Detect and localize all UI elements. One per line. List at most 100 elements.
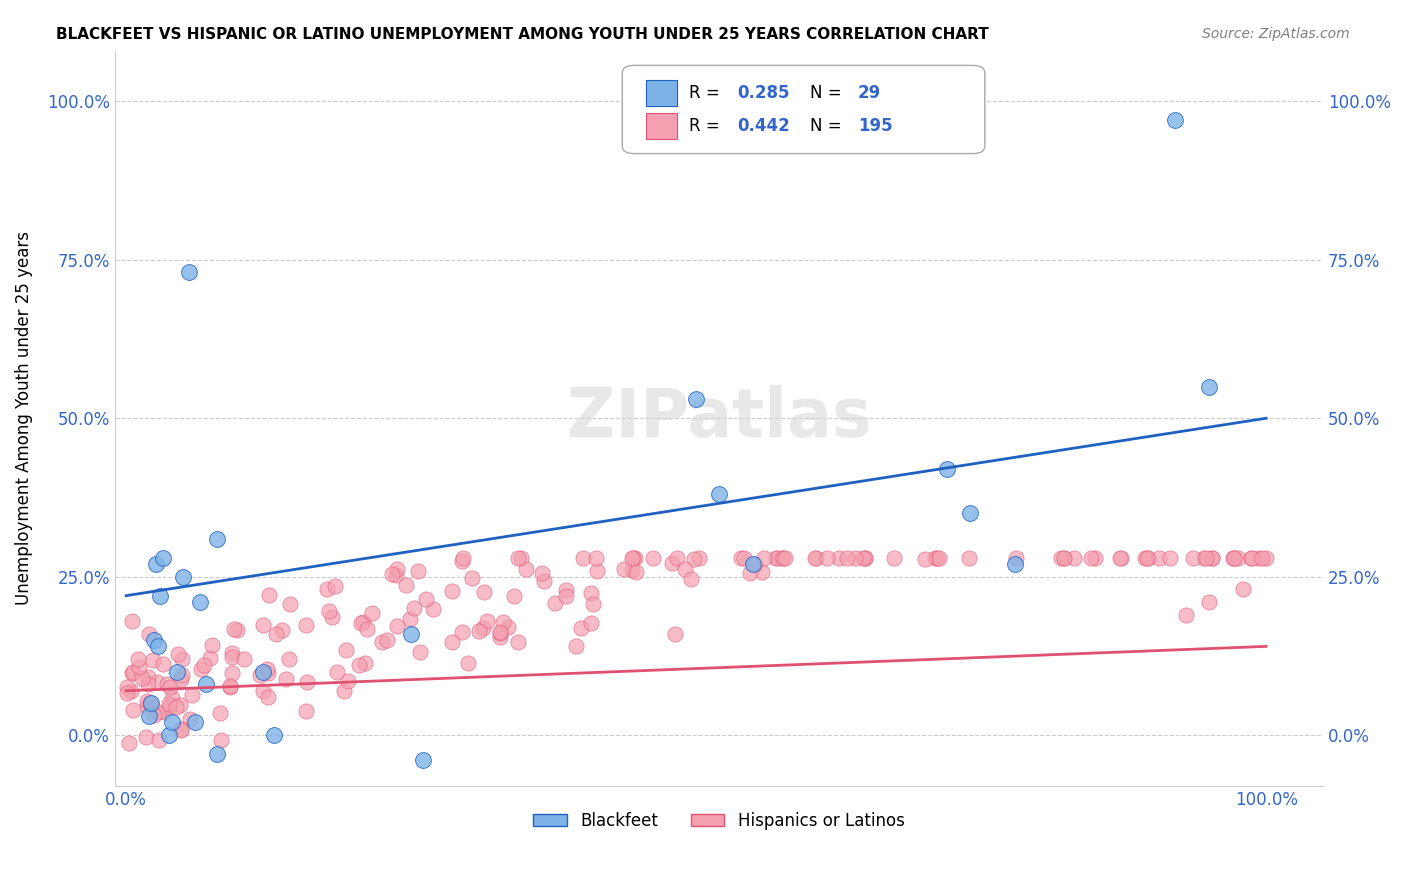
Hispanics or Latinos	[852, 550, 875, 565]
Legend: Blackfeet, Hispanics or Latinos: Blackfeet, Hispanics or Latinos	[527, 805, 911, 837]
Hispanics or Latinos	[460, 571, 482, 585]
Hispanics or Latinos	[773, 550, 796, 565]
Hispanics or Latinos	[815, 550, 838, 565]
Hispanics or Latinos	[1201, 550, 1223, 565]
Hispanics or Latinos	[159, 681, 181, 695]
Hispanics or Latinos	[172, 652, 194, 666]
Hispanics or Latinos	[115, 686, 138, 700]
Hispanics or Latinos	[222, 622, 245, 636]
Hispanics or Latinos	[1052, 550, 1074, 565]
Hispanics or Latinos	[844, 550, 866, 565]
Text: R =: R =	[689, 85, 724, 103]
Hispanics or Latinos	[271, 623, 294, 637]
Hispanics or Latinos	[256, 662, 278, 676]
Hispanics or Latinos	[143, 707, 166, 722]
Hispanics or Latinos	[472, 585, 495, 599]
Hispanics or Latinos	[751, 565, 773, 579]
Blackfeet	[152, 550, 174, 565]
Hispanics or Latinos	[323, 579, 346, 593]
Hispanics or Latinos	[349, 616, 371, 631]
Hispanics or Latinos	[136, 694, 159, 708]
Hispanics or Latinos	[1232, 582, 1254, 597]
Hispanics or Latinos	[451, 624, 474, 639]
Hispanics or Latinos	[190, 662, 212, 676]
Hispanics or Latinos	[477, 614, 499, 628]
Hispanics or Latinos	[1201, 550, 1223, 565]
Hispanics or Latinos	[385, 561, 408, 575]
Blackfeet	[146, 640, 169, 654]
Hispanics or Latinos	[451, 553, 474, 567]
Hispanics or Latinos	[1080, 550, 1102, 565]
Hispanics or Latinos	[121, 614, 143, 628]
Hispanics or Latinos	[827, 550, 849, 565]
Hispanics or Latinos	[530, 566, 553, 580]
Hispanics or Latinos	[166, 647, 188, 661]
Hispanics or Latinos	[585, 565, 607, 579]
Blackfeet	[141, 697, 163, 711]
Blackfeet	[707, 487, 730, 501]
Hispanics or Latinos	[249, 667, 271, 681]
Hispanics or Latinos	[664, 627, 686, 641]
FancyBboxPatch shape	[647, 113, 676, 139]
Hispanics or Latinos	[209, 733, 232, 747]
Blackfeet	[138, 709, 160, 723]
Hispanics or Latinos	[136, 699, 159, 714]
Hispanics or Latinos	[385, 568, 408, 582]
Hispanics or Latinos	[1136, 550, 1159, 565]
Hispanics or Latinos	[120, 684, 142, 698]
Hispanics or Latinos	[381, 566, 404, 581]
Hispanics or Latinos	[585, 550, 607, 565]
Blackfeet	[263, 728, 285, 742]
Hispanics or Latinos	[1251, 550, 1274, 565]
Hispanics or Latinos	[170, 672, 193, 686]
Hispanics or Latinos	[201, 638, 224, 652]
Hispanics or Latinos	[219, 681, 242, 695]
Blackfeet	[172, 569, 194, 583]
Blackfeet	[742, 557, 765, 571]
Hispanics or Latinos	[1109, 550, 1132, 565]
Hispanics or Latinos	[295, 704, 318, 718]
Hispanics or Latinos	[127, 652, 149, 666]
Hispanics or Latinos	[1159, 550, 1181, 565]
Hispanics or Latinos	[1182, 550, 1205, 565]
Hispanics or Latinos	[274, 672, 297, 686]
Hispanics or Latinos	[665, 550, 688, 565]
Hispanics or Latinos	[375, 632, 398, 647]
Hispanics or Latinos	[252, 684, 274, 698]
Hispanics or Latinos	[225, 623, 247, 637]
Hispanics or Latinos	[415, 591, 437, 606]
Hispanics or Latinos	[554, 590, 576, 604]
Hispanics or Latinos	[581, 597, 603, 611]
Hispanics or Latinos	[1108, 550, 1130, 565]
Hispanics or Latinos	[219, 679, 242, 693]
Hispanics or Latinos	[409, 645, 432, 659]
Hispanics or Latinos	[1222, 550, 1244, 565]
Hispanics or Latinos	[1222, 550, 1244, 565]
Hispanics or Latinos	[395, 577, 418, 591]
Hispanics or Latinos	[336, 673, 359, 688]
Text: BLACKFEET VS HISPANIC OR LATINO UNEMPLOYMENT AMONG YOUTH UNDER 25 YEARS CORRELAT: BLACKFEET VS HISPANIC OR LATINO UNEMPLOY…	[56, 27, 988, 42]
Hispanics or Latinos	[399, 612, 422, 626]
Hispanics or Latinos	[422, 601, 444, 615]
Hispanics or Latinos	[356, 622, 378, 636]
Blackfeet	[166, 665, 188, 679]
Hispanics or Latinos	[643, 550, 665, 565]
Hispanics or Latinos	[533, 574, 555, 588]
Hispanics or Latinos	[491, 615, 513, 630]
Blackfeet	[142, 633, 165, 648]
Hispanics or Latinos	[579, 586, 602, 600]
Hispanics or Latinos	[179, 712, 201, 726]
Hispanics or Latinos	[496, 620, 519, 634]
Hispanics or Latinos	[744, 557, 766, 571]
Hispanics or Latinos	[1175, 607, 1198, 622]
Hispanics or Latinos	[1241, 550, 1264, 565]
Hispanics or Latinos	[579, 616, 602, 631]
FancyBboxPatch shape	[647, 80, 676, 106]
Text: N =: N =	[810, 85, 846, 103]
Blackfeet	[1198, 379, 1220, 393]
Hispanics or Latinos	[1254, 550, 1277, 565]
Hispanics or Latinos	[321, 610, 343, 624]
Hispanics or Latinos	[503, 590, 526, 604]
Text: 0.442: 0.442	[737, 117, 790, 135]
Hispanics or Latinos	[515, 561, 537, 575]
